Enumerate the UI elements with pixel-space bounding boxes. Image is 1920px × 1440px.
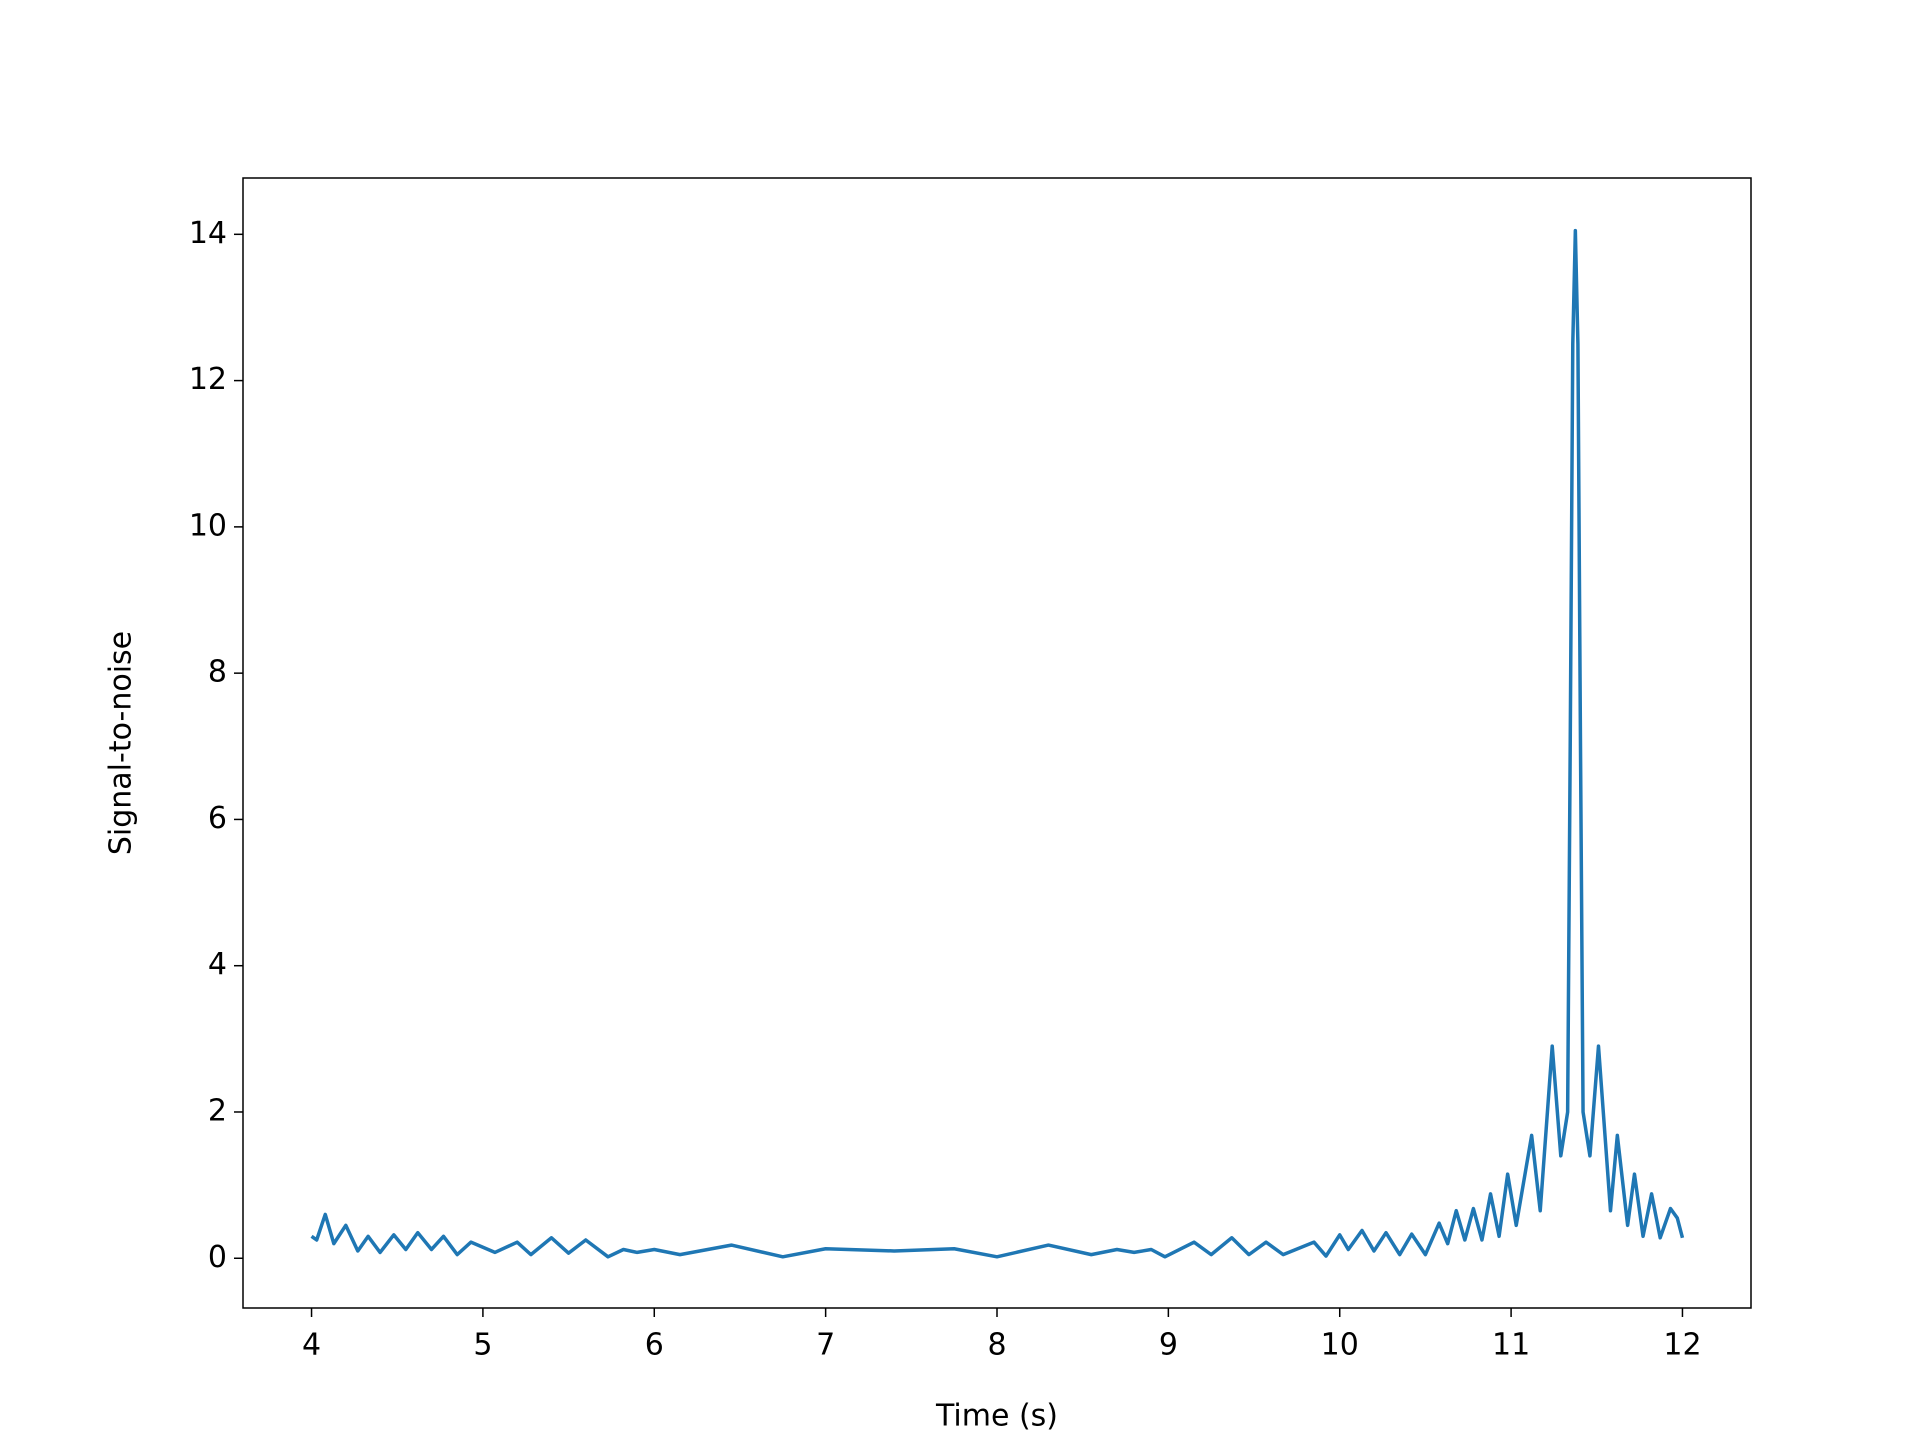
x-tick-label: 12 (1663, 1328, 1701, 1363)
y-axis-label: Signal-to-noise (104, 631, 139, 855)
y-tick-label: 6 (208, 801, 227, 836)
x-tick-label: 5 (473, 1328, 492, 1363)
y-tick-label: 4 (208, 947, 227, 982)
x-tick-label: 10 (1321, 1328, 1359, 1363)
y-tick-label: 14 (189, 216, 227, 251)
y-tick-label: 2 (208, 1093, 227, 1128)
x-tick-label: 8 (987, 1328, 1006, 1363)
x-tick-label: 7 (816, 1328, 835, 1363)
y-tick-label: 10 (189, 508, 227, 543)
x-axis-label: Time (s) (935, 1399, 1058, 1434)
x-tick-label: 9 (1159, 1328, 1178, 1363)
y-tick-label: 8 (208, 655, 227, 690)
y-tick-label: 0 (208, 1240, 227, 1275)
plot-frame (242, 177, 1752, 1309)
line (310, 228, 1685, 1259)
x-tick-label: 11 (1492, 1328, 1530, 1363)
x-tick-label: 6 (645, 1328, 664, 1363)
y-tick-label: 12 (189, 362, 227, 397)
x-tick-label: 4 (302, 1328, 321, 1363)
